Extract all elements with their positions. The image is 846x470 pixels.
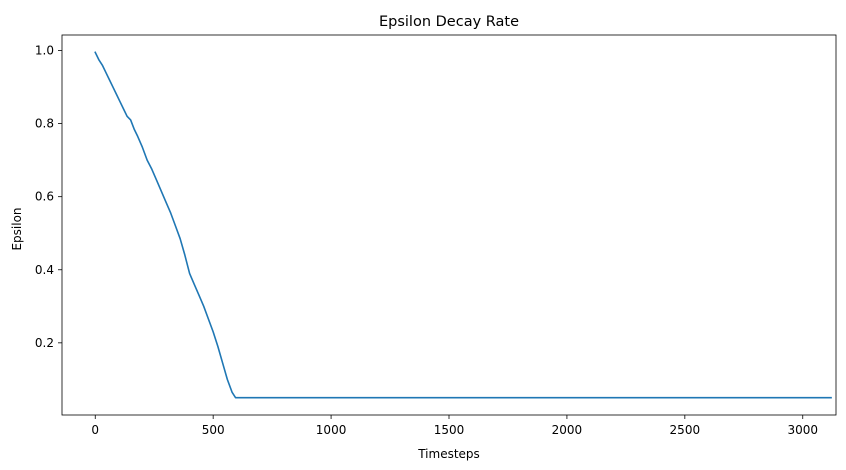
series-line-0: [94, 51, 832, 399]
axes-frame: [61, 34, 837, 416]
y-axis-ticks: 0.2 0.4 0.6 0.8 1.0: [35, 44, 62, 350]
x-axis-label: Timesteps: [417, 447, 480, 461]
y-tick-label: 0.2: [35, 336, 54, 350]
x-tick-label: 3000: [787, 423, 818, 437]
y-tick-label: 0.8: [35, 117, 54, 131]
y-tick-label: 1.0: [35, 44, 54, 58]
plot-area: [61, 34, 837, 416]
x-tick-label: 2500: [670, 423, 701, 437]
chart-title: Epsilon Decay Rate: [379, 14, 519, 30]
x-tick-label: 2000: [552, 423, 583, 437]
x-tick-label: 500: [202, 423, 225, 437]
x-axis-ticks: 0 500 1000 1500 2000 2500 3000: [91, 415, 818, 437]
x-tick-label: 0: [91, 423, 99, 437]
y-tick-label: 0.4: [35, 263, 54, 277]
y-tick-label: 0.6: [35, 190, 54, 204]
x-tick-label: 1500: [434, 423, 465, 437]
x-tick-label: 1000: [316, 423, 347, 437]
y-axis-label: Epsilon: [10, 207, 24, 250]
